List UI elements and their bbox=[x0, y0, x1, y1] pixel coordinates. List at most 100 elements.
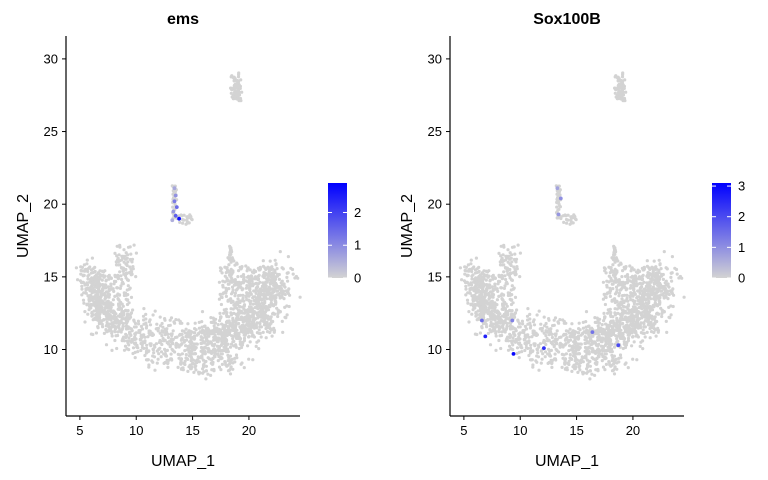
cell-point bbox=[506, 348, 511, 352]
cell-point bbox=[534, 331, 538, 335]
cell-point bbox=[143, 353, 147, 358]
cell-point bbox=[218, 349, 222, 353]
cell-point bbox=[601, 297, 606, 301]
cell-point bbox=[561, 356, 565, 360]
cell-point bbox=[593, 316, 597, 320]
cell-point bbox=[247, 357, 251, 361]
cell-point bbox=[563, 357, 568, 361]
cell-point bbox=[603, 302, 608, 307]
cell-point bbox=[564, 352, 569, 356]
cell-point bbox=[220, 342, 224, 346]
cell-point bbox=[104, 343, 109, 347]
cell-point bbox=[135, 345, 139, 349]
cell-point bbox=[486, 309, 490, 313]
cell-point bbox=[622, 317, 626, 321]
cell-point bbox=[654, 287, 658, 291]
cell-point bbox=[499, 286, 503, 290]
cell-point bbox=[164, 331, 168, 335]
cell-point bbox=[614, 285, 619, 289]
cell-point bbox=[206, 346, 210, 350]
cell-point bbox=[615, 337, 619, 341]
cell-point bbox=[268, 274, 272, 278]
cell-point bbox=[510, 284, 514, 288]
cell-point bbox=[623, 362, 627, 366]
cell-point bbox=[109, 276, 113, 280]
cell-point bbox=[491, 325, 495, 329]
cell-point bbox=[528, 321, 532, 325]
cell-point bbox=[514, 270, 518, 274]
cell-point bbox=[513, 252, 517, 256]
cell-point bbox=[641, 273, 645, 277]
legend-tick-label: 1 bbox=[738, 240, 745, 255]
cell-point bbox=[550, 358, 555, 362]
cell-point bbox=[546, 361, 550, 365]
cell-point bbox=[575, 352, 580, 356]
cell-point bbox=[151, 347, 155, 351]
highlight-points bbox=[480, 186, 621, 356]
cell-point bbox=[223, 360, 227, 364]
cell-point bbox=[508, 327, 513, 331]
cell-point bbox=[254, 323, 258, 327]
cell-point bbox=[528, 317, 532, 321]
cell-point bbox=[508, 267, 512, 272]
cell-point bbox=[606, 327, 610, 331]
cell-point bbox=[171, 192, 175, 196]
cell-point bbox=[277, 277, 281, 281]
cell-point bbox=[254, 281, 258, 285]
cell-point bbox=[485, 283, 489, 287]
cell-point bbox=[653, 321, 657, 325]
cell-point bbox=[559, 215, 563, 219]
cell-point bbox=[216, 340, 220, 344]
cell-point bbox=[491, 277, 495, 281]
cell-point bbox=[144, 312, 148, 316]
cell-point bbox=[650, 308, 655, 312]
cell-point bbox=[106, 309, 110, 313]
cell-point bbox=[121, 338, 125, 342]
cell-point bbox=[543, 350, 548, 354]
cell-point bbox=[493, 276, 497, 280]
cell-point bbox=[618, 82, 622, 86]
cell-point bbox=[121, 282, 125, 286]
cell-point bbox=[648, 314, 652, 318]
cell-point bbox=[123, 291, 128, 295]
cell-point bbox=[117, 305, 122, 309]
cell-point bbox=[499, 293, 503, 298]
cell-point bbox=[496, 289, 500, 293]
cell-point bbox=[566, 213, 570, 217]
cell-point bbox=[517, 333, 521, 337]
cell-point bbox=[652, 317, 656, 321]
cell-point bbox=[547, 317, 551, 321]
cell-point bbox=[642, 296, 646, 300]
cell-point bbox=[228, 245, 232, 250]
cell-point bbox=[635, 333, 639, 337]
cell-point bbox=[269, 281, 273, 285]
cell-point bbox=[666, 297, 670, 301]
cell-point bbox=[501, 322, 505, 327]
cell-point bbox=[544, 334, 548, 338]
cell-point bbox=[617, 291, 622, 295]
cell-point bbox=[523, 324, 528, 328]
expressing-cell-point bbox=[542, 346, 546, 350]
cell-point bbox=[532, 342, 536, 346]
cell-point bbox=[171, 338, 175, 342]
cell-point bbox=[83, 283, 87, 287]
cell-point bbox=[626, 303, 631, 307]
cell-point bbox=[628, 279, 632, 283]
cell-point bbox=[648, 326, 652, 331]
cell-point bbox=[624, 317, 629, 321]
cell-point bbox=[602, 311, 606, 315]
cell-point bbox=[86, 283, 90, 287]
cell-point bbox=[179, 359, 183, 363]
cell-point bbox=[193, 327, 197, 331]
cell-point bbox=[480, 286, 484, 290]
cell-point bbox=[128, 245, 132, 249]
cell-point bbox=[81, 274, 85, 278]
cell-point bbox=[512, 245, 516, 249]
cell-point bbox=[231, 93, 235, 97]
cell-point bbox=[231, 307, 235, 311]
cell-point bbox=[104, 286, 108, 290]
cell-point bbox=[133, 333, 137, 337]
cell-point bbox=[238, 86, 242, 90]
cell-point bbox=[622, 309, 626, 313]
cell-point bbox=[289, 266, 293, 270]
